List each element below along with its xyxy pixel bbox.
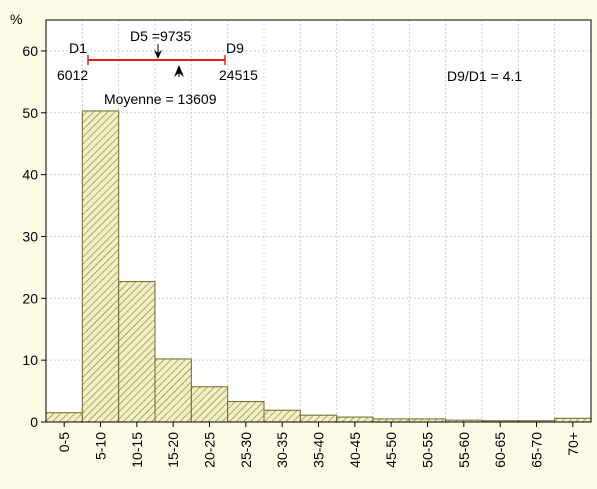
x-tick-label: 20-25 [202, 432, 218, 468]
d5-label: D5 =9735 [130, 28, 191, 44]
y-tick-label: 40 [22, 167, 38, 183]
bar-0-5 [45, 412, 83, 423]
y-tick-label: 50 [22, 105, 38, 121]
x-tick-label: 5-10 [93, 432, 109, 460]
d1-label: D1 [69, 40, 87, 56]
d9-value: 24515 [219, 67, 258, 83]
x-tick-label: 60-65 [492, 432, 508, 468]
y-axis-unit-label: % [10, 11, 22, 27]
ratio-label: D9/D1 = 4.1 [447, 68, 522, 84]
x-tick-label: 35-40 [311, 432, 327, 468]
x-tick-label: 15-20 [165, 432, 181, 468]
x-tick-label: 45-50 [383, 432, 399, 468]
bar-20-25 [190, 386, 229, 423]
x-tick-label: 65-70 [529, 432, 545, 468]
x-tick-label: 0-5 [56, 432, 72, 452]
bar-70+ [554, 417, 592, 423]
bar-10-15 [118, 281, 156, 423]
bar-35-40 [299, 414, 338, 423]
mean-arrow-icon [174, 65, 184, 77]
x-tick-label: 50-55 [420, 432, 436, 468]
y-tick-label: 60 [22, 43, 38, 59]
d9-label: D9 [226, 40, 244, 56]
decile-annotation: D1 D5 =9735 D9 6012 24515 Moyenne = 1360… [57, 28, 522, 107]
bar-5-10 [81, 110, 120, 423]
y-tick-label: 30 [22, 228, 38, 244]
y-axis: 0 10 20 30 40 50 60 [22, 43, 46, 430]
x-tick-label: 25-30 [238, 432, 254, 468]
x-tick-label: 10-15 [129, 432, 145, 468]
y-tick-label: 10 [22, 352, 38, 368]
bars [45, 110, 592, 423]
x-tick-label: 40-45 [347, 432, 363, 468]
bar-30-35 [263, 409, 301, 423]
x-tick-label: 70+ [565, 432, 581, 456]
bar-25-30 [227, 401, 265, 423]
x-axis: 0-5 5-10 10-15 15-20 20-25 25-30 30-35 35-40 40-… [56, 422, 581, 468]
x-tick-label: 30-35 [274, 432, 290, 468]
bar-15-20 [154, 358, 192, 423]
d5-arrow-icon [154, 50, 162, 59]
d1-value: 6012 [57, 67, 88, 83]
x-tick-label: 55-60 [456, 432, 472, 468]
y-tick-label: 20 [22, 290, 38, 306]
mean-label: Moyenne = 13609 [104, 91, 217, 107]
y-tick-label: 0 [30, 414, 38, 430]
bar-40-45 [336, 416, 374, 423]
